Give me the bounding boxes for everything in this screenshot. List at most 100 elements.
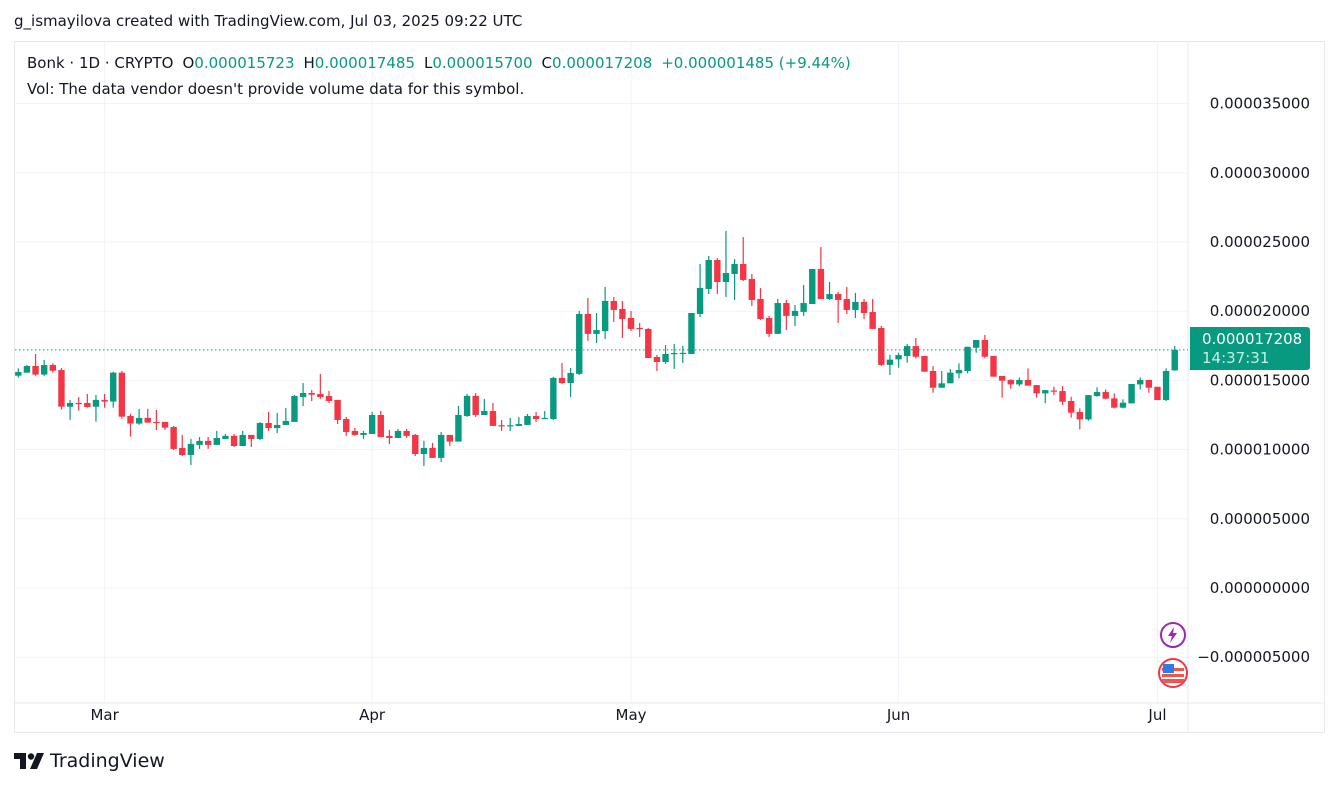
candle [696,264,704,318]
candle-body [990,356,997,377]
candle-body [498,425,505,427]
candle [351,428,359,436]
candle [144,408,151,423]
candle-body [15,371,22,376]
candle [809,268,816,305]
tradingview-logo[interactable]: TradingView [14,750,165,772]
candle-body [653,357,661,362]
candle [757,287,764,320]
candle-body [817,268,825,300]
candle [878,326,885,367]
candle-body [1162,370,1170,401]
candle-body [351,430,359,435]
candle [765,315,773,337]
candle [299,383,307,407]
candle [291,394,298,422]
candle [817,246,825,300]
candle-body [161,421,169,428]
candle-body [291,396,298,422]
candle [161,421,169,430]
candle [412,433,419,456]
candle-body [377,415,384,438]
candle-body [58,370,65,407]
candle-body [472,395,479,415]
candle [101,393,108,408]
candle [550,376,557,420]
candle [1024,368,1032,386]
candle [368,411,376,434]
low-label: L [423,54,433,72]
candle-body [265,423,272,429]
chart-credit: g_ismayilova created with TradingView.co… [14,12,523,30]
candle [593,312,600,344]
candle [1102,389,1109,400]
close-value: 0.000017208 [552,54,653,72]
candle [274,412,281,433]
candle-body [938,383,945,388]
candle [774,299,781,334]
candle-body [334,399,341,420]
candle-body [507,425,514,427]
candle [437,432,445,462]
candle [921,356,928,372]
candle-body [75,402,82,405]
lightning-icon[interactable] [1160,622,1186,648]
candle-body [420,447,428,455]
last-price-value: 0.000017208 [1202,330,1303,348]
candle-body [299,392,307,398]
candle [394,428,402,438]
ohlc-legend: Bonk · 1D · CRYPTO O0.000015723 H0.0000174… [27,54,860,72]
candle [386,429,393,444]
candle-body [1128,383,1135,404]
candle [515,416,523,426]
candle-body [800,303,807,312]
candle [748,273,756,306]
candle-body [32,366,39,375]
candle-body [731,264,738,274]
candle-body [429,447,436,458]
us-flag-icon[interactable] [1158,658,1188,688]
candle [800,284,807,316]
candle-body [550,377,557,420]
y-tick-label: −0.000005000 [1197,648,1310,666]
candle [714,258,721,295]
candle [627,310,635,331]
candle [213,430,220,445]
candle-body [740,264,747,280]
y-tick-label: 0.000000000 [1210,579,1310,597]
candle-body [239,434,246,447]
candle-body [144,417,151,423]
candle-body [584,313,592,334]
candle [1016,377,1023,387]
candle [58,367,65,410]
candle [834,291,842,323]
candle-body [886,359,894,365]
candle-body [576,313,583,374]
candle-body [1059,391,1066,402]
candle-body [1067,401,1075,413]
y-tick-label: 0.000015000 [1210,371,1310,389]
candle-body [230,435,238,447]
y-tick-label: 0.000005000 [1210,510,1310,528]
open-value: 0.000015723 [194,54,295,72]
candle-body [714,259,721,282]
candle [15,368,22,378]
candle-body [532,415,540,420]
candle [670,344,678,369]
candle-body [1102,392,1109,399]
candle-body [601,300,609,331]
candle-body [964,346,971,371]
symbol-label[interactable]: Bonk · 1D · CRYPTO [27,54,174,72]
candle [584,297,592,341]
volume-notice: Vol: The data vendor doesn't provide vol… [27,80,525,98]
y-tick-label: 0.000030000 [1210,164,1310,182]
candle [869,299,876,329]
candle [403,428,410,438]
candle [481,398,488,415]
candle [1119,399,1127,409]
candle-body [343,419,350,433]
candle [179,434,186,456]
candle [662,344,669,364]
candle-body [645,328,652,358]
